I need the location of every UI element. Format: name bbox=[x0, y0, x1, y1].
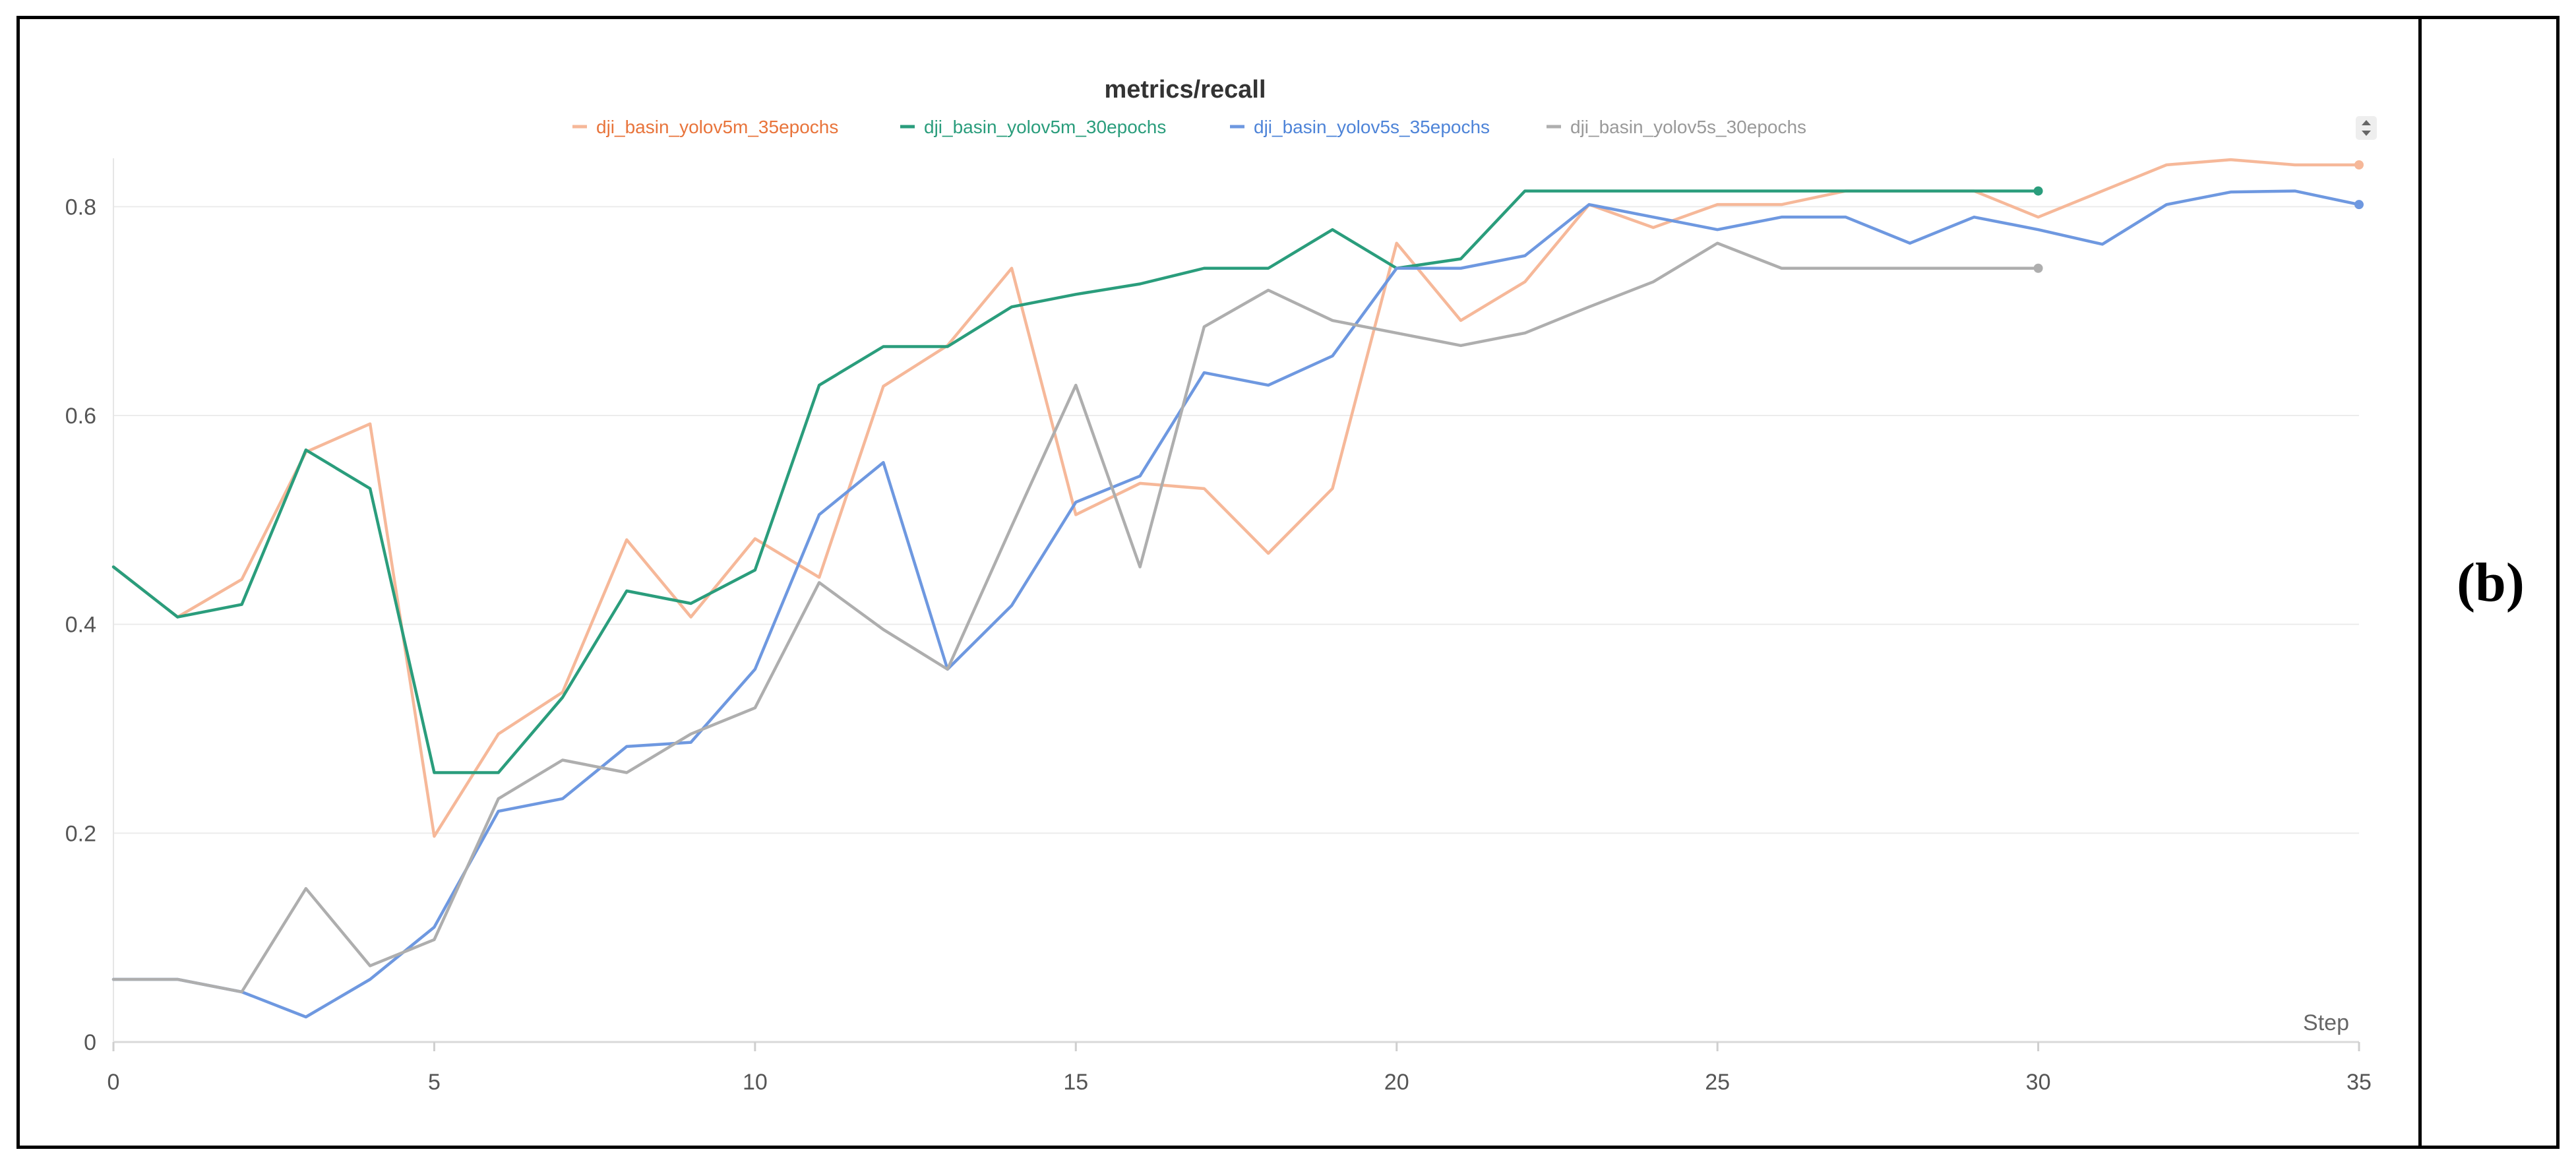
x-tick-label: 25 bbox=[1705, 1070, 1730, 1095]
legend-label-2: dji_basin_yolov5s_35epochs bbox=[1254, 117, 1490, 137]
y-tick-label: 0.8 bbox=[65, 195, 96, 220]
x-tick-label: 10 bbox=[743, 1070, 768, 1095]
x-tick-label: 35 bbox=[2346, 1070, 2372, 1095]
x-tick-label: 15 bbox=[1063, 1070, 1088, 1095]
axes: 0 0.2 0.4 0.6 0.8 0 5 10 15 20 25 30 35 bbox=[65, 158, 2372, 1095]
series-end-point-3 bbox=[2033, 263, 2043, 273]
legend-item-2[interactable]: dji_basin_yolov5s_35epochs bbox=[1230, 117, 1490, 137]
x-tick-label: 0 bbox=[107, 1070, 120, 1095]
legend[interactable]: dji_basin_yolov5m_35epochs dji_basin_yolo… bbox=[572, 117, 1806, 137]
legend-item-3[interactable]: dji_basin_yolov5s_30epochs bbox=[1547, 117, 1806, 137]
panel-label: (b) bbox=[2457, 551, 2525, 613]
legend-item-1[interactable]: dji_basin_yolov5m_30epochs bbox=[900, 117, 1166, 137]
legend-item-0[interactable]: dji_basin_yolov5m_35epochs bbox=[572, 117, 838, 137]
y-tick-label: 0.6 bbox=[65, 404, 96, 429]
series-layer bbox=[111, 158, 2364, 1019]
y-tick-label: 0.4 bbox=[65, 613, 96, 638]
x-axis-label: Step bbox=[2303, 1010, 2349, 1035]
y-tick-label: 0.2 bbox=[65, 821, 96, 846]
x-tick-label: 30 bbox=[2026, 1070, 2051, 1095]
x-tick-label: 20 bbox=[1384, 1070, 1409, 1095]
figure-frame bbox=[16, 16, 2560, 1149]
x-tick-label: 5 bbox=[428, 1070, 441, 1095]
series-end-point-2 bbox=[2354, 200, 2364, 210]
chart-title: metrics/recall bbox=[1104, 76, 1266, 104]
legend-label-1: dji_basin_yolov5m_30epochs bbox=[924, 117, 1166, 137]
series-end-point-1 bbox=[2033, 186, 2043, 196]
series-line-3 bbox=[111, 241, 2040, 994]
series-line-0 bbox=[111, 158, 2361, 838]
y-tick-label: 0 bbox=[84, 1030, 96, 1055]
series-line-2 bbox=[111, 189, 2361, 1019]
legend-label-3: dji_basin_yolov5s_30epochs bbox=[1570, 117, 1806, 137]
legend-scroll-icon[interactable] bbox=[2356, 116, 2377, 140]
series-line-1 bbox=[111, 189, 2040, 774]
series-end-point-0 bbox=[2354, 160, 2364, 169]
panel-divider bbox=[2418, 16, 2422, 1149]
legend-label-0: dji_basin_yolov5m_35epochs bbox=[596, 117, 838, 137]
